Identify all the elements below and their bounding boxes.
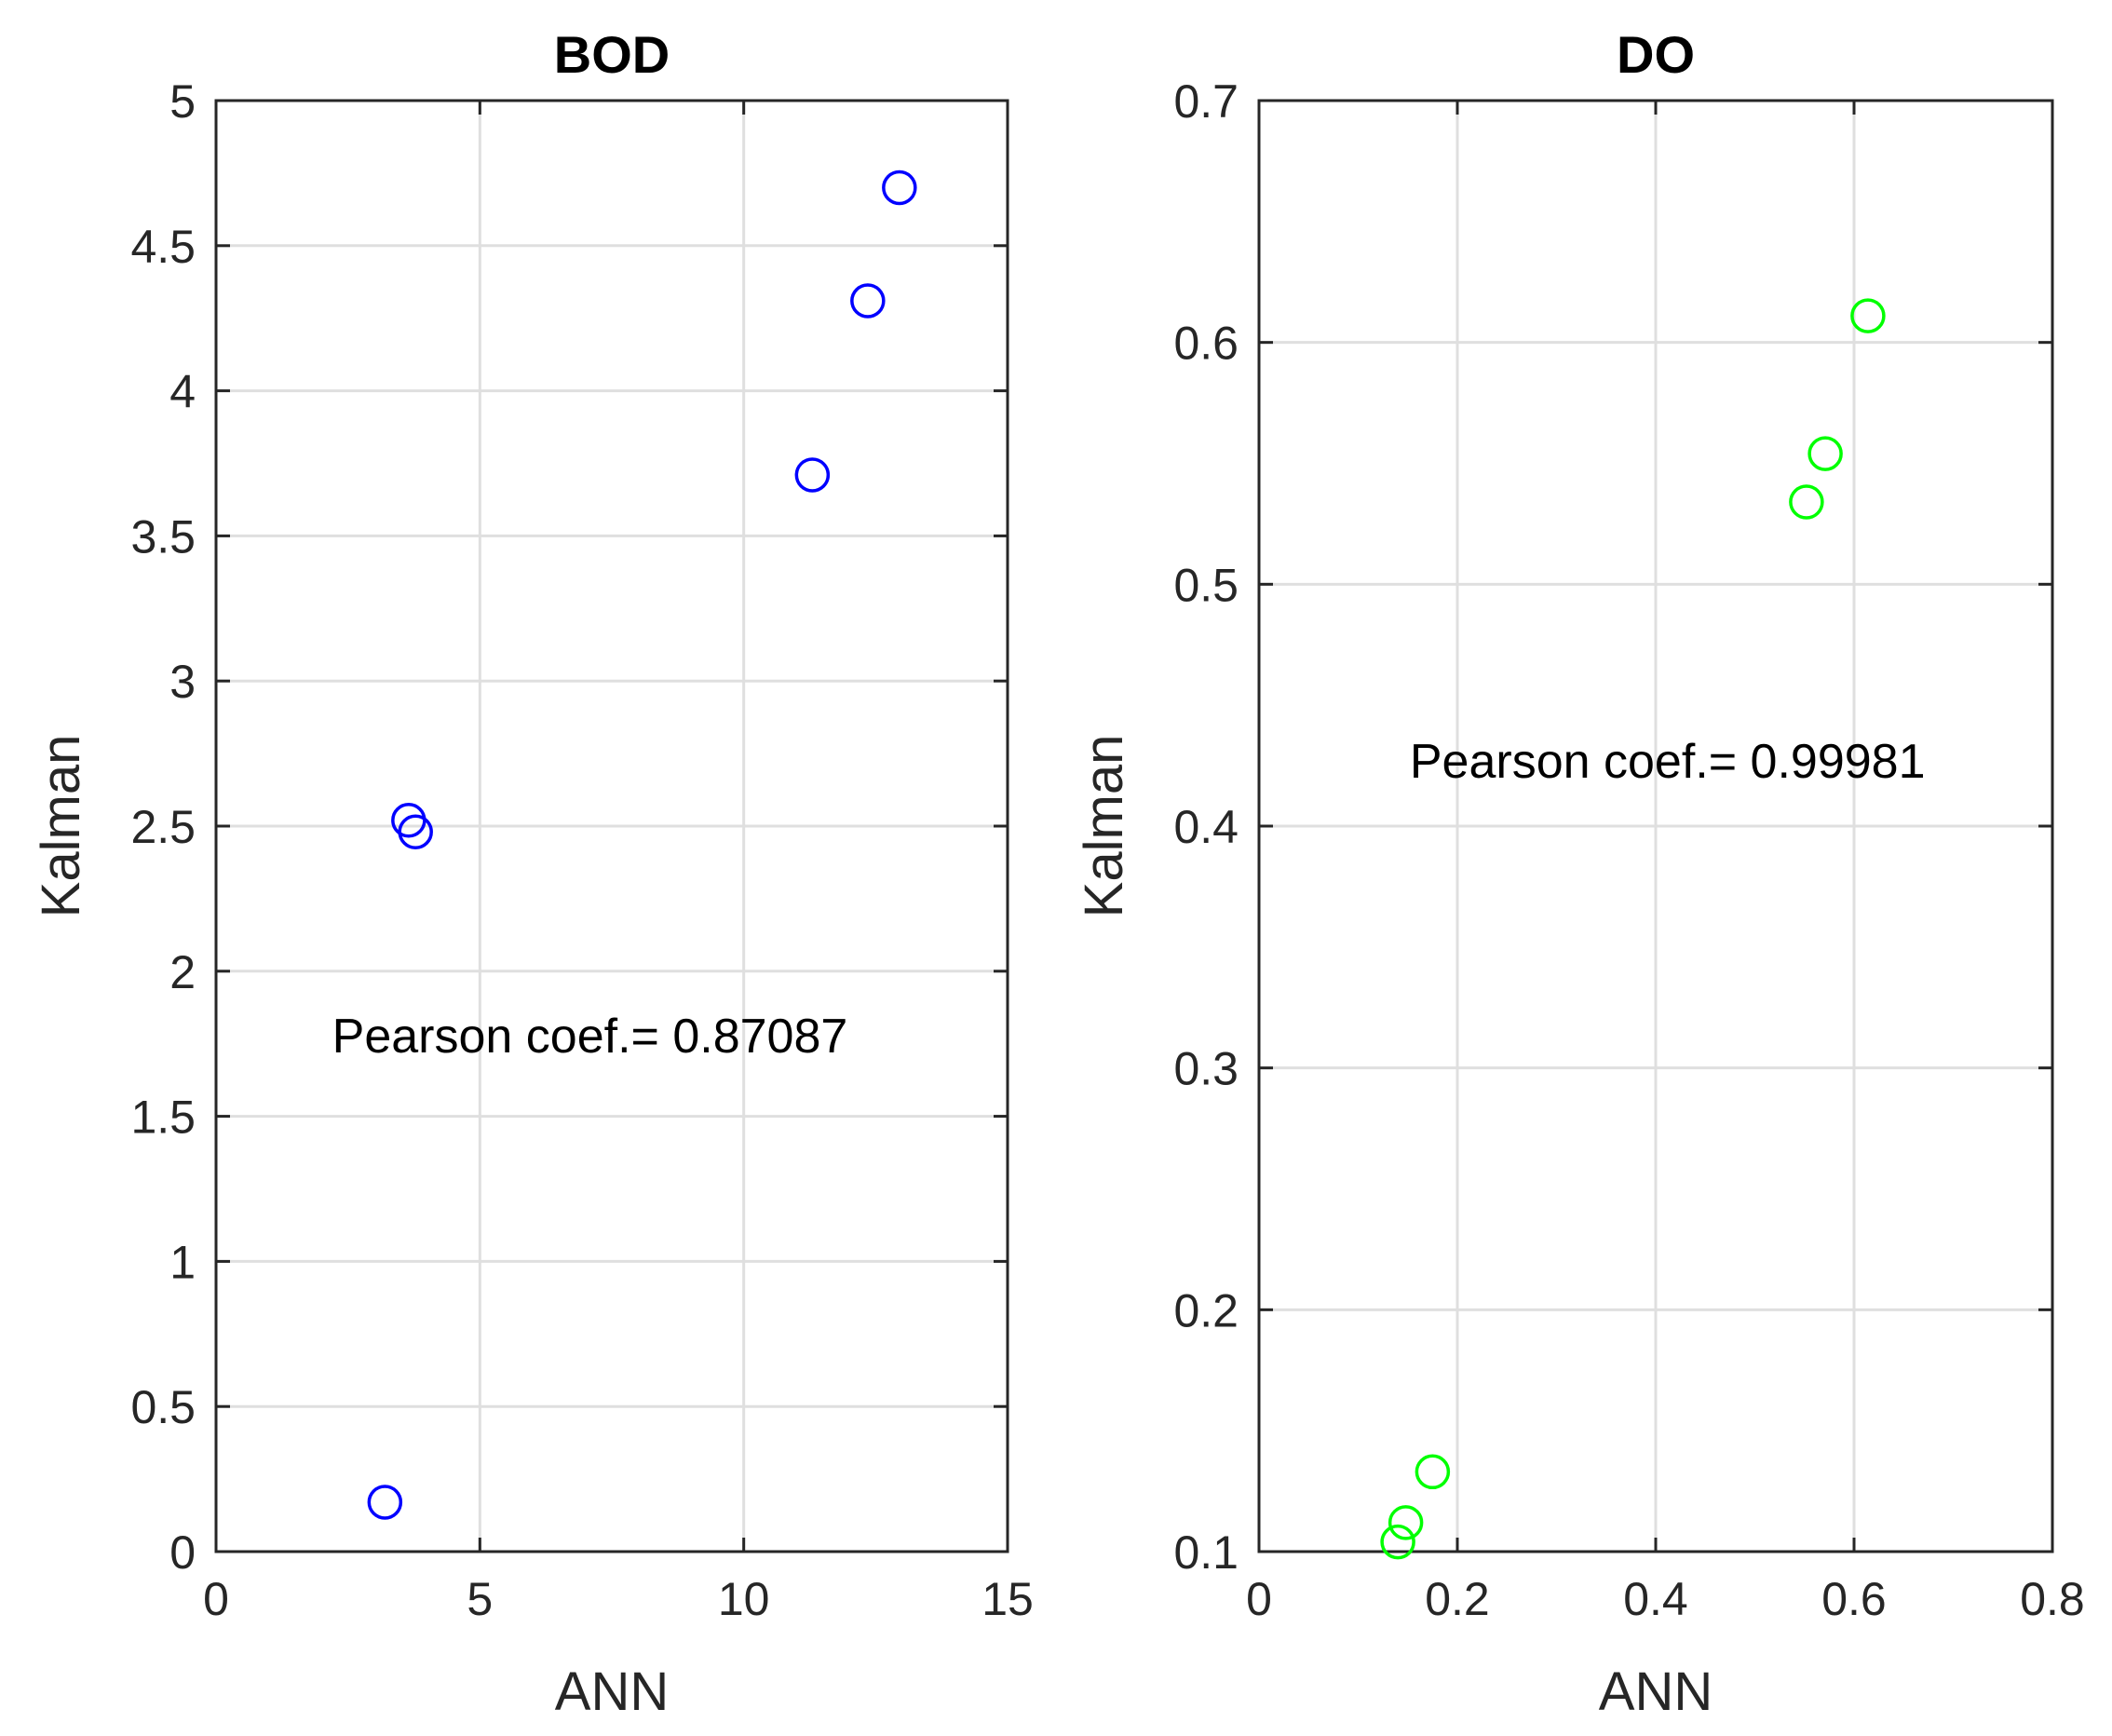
x-axis-label: ANN [555,1661,669,1722]
x-tick-label: 0.2 [1425,1573,1490,1625]
y-tick-label: 0.3 [1173,1043,1239,1095]
scatter-point [367,1485,403,1520]
scatter-point [1415,1454,1451,1490]
x-tick-label: 0 [203,1573,229,1625]
y-tick-label: 4.5 [130,221,196,273]
chart-title: DO [1617,25,1695,84]
scatter-point [1380,1524,1415,1560]
pearson-annotation: Pearson coef.= 0.87087 [332,1010,848,1064]
y-tick-label: 3 [169,656,196,708]
x-tick-label: 15 [982,1573,1034,1625]
x-tick-label: 0.6 [1821,1573,1887,1625]
scatter-point [882,170,917,206]
y-tick-label: 1.5 [130,1092,196,1144]
y-tick-label: 0.4 [1173,801,1239,853]
y-tick-label: 2 [169,946,196,998]
scatter-point [1388,1505,1424,1540]
scatter-point [398,814,433,849]
x-tick-label: 5 [467,1573,493,1625]
scatter-point [1789,484,1824,520]
y-tick-label: 4 [169,366,196,418]
scatter-point [850,283,886,319]
scatter-point [794,457,831,493]
y-tick-label: 0 [169,1526,196,1579]
pearson-annotation: Pearson coef.= 0.99981 [1410,735,1926,789]
y-tick-label: 0.5 [1173,559,1239,611]
y-tick-label: 5 [169,75,196,128]
scatter-point [1850,298,1886,333]
x-axis-label: ANN [1599,1661,1713,1722]
y-tick-label: 0.5 [130,1381,196,1433]
y-axis-label: Kalman [1074,735,1134,918]
chart-title: BOD [554,25,670,84]
y-tick-label: 0.6 [1173,318,1239,370]
y-tick-label: 0.7 [1173,75,1239,128]
y-axis-label: Kalman [31,735,91,918]
y-tick-label: 0.1 [1173,1526,1239,1579]
x-tick-label: 0.8 [2020,1573,2085,1625]
y-tick-label: 2.5 [130,801,196,853]
y-tick-label: 3.5 [130,510,196,563]
y-tick-label: 0.2 [1173,1284,1239,1336]
x-tick-label: 0 [1246,1573,1272,1625]
scatter-point [1807,436,1843,471]
bod-scatter-plot: 0 5 10 15 0 0.5 1 1.5 2 2.5 3 3.5 4 4.5 5 BOD ANN Kalman P… [31,25,1034,1722]
do-scatter-plot: 0 0.2 0.4 0.6 0.8 0.1 0.2 0.3 0.4 0.5 0.6 0.7 DO ANN K… [1074,25,2085,1722]
x-tick-label: 0.4 [1623,1573,1688,1625]
y-tick-label: 1 [169,1236,196,1288]
x-tick-label: 10 [718,1573,770,1625]
